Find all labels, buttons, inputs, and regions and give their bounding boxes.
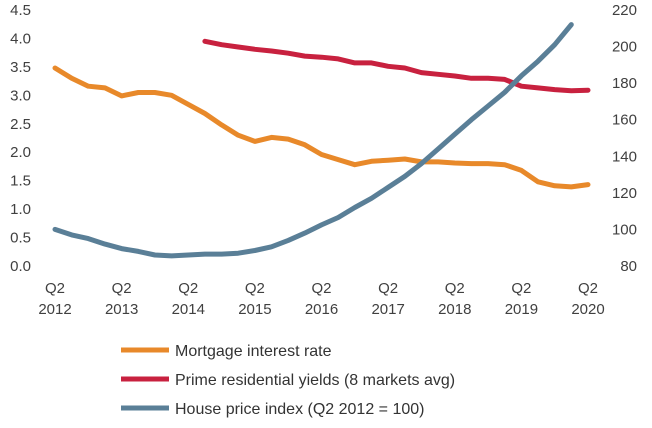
x-axis-tick-label-year: 2016 bbox=[305, 301, 338, 318]
x-axis-tick-label-quarter: Q2 bbox=[45, 280, 65, 297]
right-axis-tick-label: 200 bbox=[612, 39, 637, 56]
right-axis-tick-label: 220 bbox=[612, 2, 637, 19]
x-axis-tick-label-quarter: Q2 bbox=[511, 280, 531, 297]
x-axis-tick-label-year: 2013 bbox=[105, 301, 138, 318]
right-axis-tick-label: 160 bbox=[612, 112, 637, 129]
left-axis-tick-label: 2.5 bbox=[10, 116, 31, 133]
x-axis-tick-label-quarter: Q2 bbox=[245, 280, 265, 297]
x-axis-tick-label-year: 2019 bbox=[505, 301, 538, 318]
series-line-1 bbox=[52, 65, 591, 190]
x-axis-tick-label-quarter: Q2 bbox=[445, 280, 465, 297]
x-axis-tick-label-quarter: Q2 bbox=[178, 280, 198, 297]
x-axis-tick-label-year: 2015 bbox=[238, 301, 271, 318]
left-axis-tick-label: 4.5 bbox=[10, 2, 31, 19]
left-axis-tick-label: 3.5 bbox=[10, 59, 31, 76]
x-axis-tick-label-quarter: Q2 bbox=[578, 280, 598, 297]
left-axis-tick-label: 4.0 bbox=[10, 30, 31, 47]
series-line-3 bbox=[52, 22, 574, 259]
left-axis-tick-label: 0.0 bbox=[10, 258, 31, 275]
right-y-axis: 80 100 120 140 160 180 200 220 bbox=[612, 2, 637, 275]
right-axis-tick-label: 180 bbox=[612, 75, 637, 92]
x-axis-tick-label-quarter: Q2 bbox=[112, 280, 132, 297]
x-axis-tick-label-year: 2014 bbox=[172, 301, 205, 318]
x-axis: Q2 2012 Q2 2013 Q2 2014 Q2 2015 Q2 2016 Q2 2017 Q2 20… bbox=[38, 280, 604, 318]
right-axis-tick-label: 80 bbox=[620, 258, 637, 275]
legend-label-3: House price index (Q2 2012 = 100) bbox=[175, 401, 424, 418]
left-y-axis: 0.0 0.5 1.0 1.5 2.0 2.5 3.0 3.5 4.0 4.5 bbox=[10, 2, 31, 275]
x-axis-tick-label-quarter: Q2 bbox=[311, 280, 331, 297]
left-axis-tick-label: 1.0 bbox=[10, 201, 31, 218]
legend-label-2: Prime residential yields (8 markets avg) bbox=[175, 372, 455, 389]
right-axis-tick-label: 140 bbox=[612, 148, 637, 165]
x-axis-tick-label-year: 2017 bbox=[371, 301, 404, 318]
left-axis-tick-label: 3.0 bbox=[10, 87, 31, 104]
right-axis-tick-label: 100 bbox=[612, 221, 637, 238]
x-axis-tick-label-year: 2012 bbox=[38, 301, 71, 318]
x-axis-tick-label-year: 2018 bbox=[438, 301, 471, 318]
series-line-2 bbox=[202, 38, 591, 94]
right-axis-tick-label: 120 bbox=[612, 185, 637, 202]
legend-label-1: Mortgage interest rate bbox=[175, 343, 332, 360]
plot-area bbox=[52, 22, 591, 259]
left-axis-tick-label: 2.0 bbox=[10, 144, 31, 161]
left-axis-tick-label: 0.5 bbox=[10, 230, 31, 247]
legend: Mortgage interest rate Prime residential … bbox=[121, 343, 455, 418]
x-axis-tick-label-year: 2020 bbox=[571, 301, 604, 318]
left-axis-tick-label: 1.5 bbox=[10, 173, 31, 190]
x-axis-tick-label-quarter: Q2 bbox=[378, 280, 398, 297]
